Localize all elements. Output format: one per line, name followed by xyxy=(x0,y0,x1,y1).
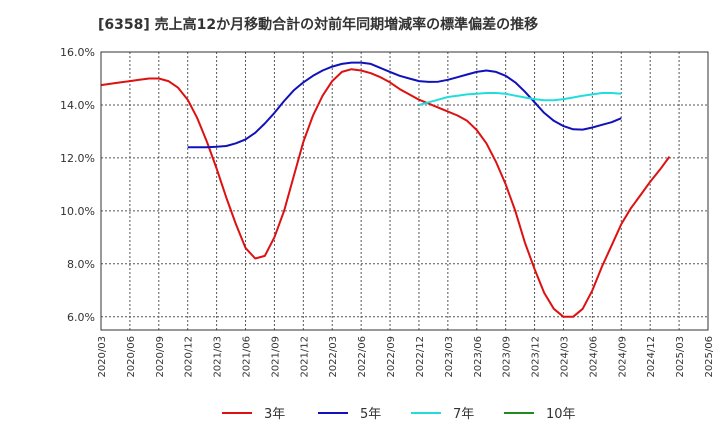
legend-label: 5年 xyxy=(360,407,381,422)
legend: 3年 5年 7年 10年 xyxy=(222,407,576,422)
x-tick-label: 2020/03 xyxy=(97,336,108,378)
legend-label: 3年 xyxy=(264,407,285,422)
y-tick-label: 8.0% xyxy=(67,258,95,271)
x-tick-label: 2020/12 xyxy=(184,336,195,378)
x-axis-ticks: 2020/03 2020/06 2020/09 2020/12 2021/03 2021/… xyxy=(97,336,715,378)
x-tick-label: 2025/06 xyxy=(704,336,715,378)
x-tick-label: 2024/06 xyxy=(588,336,599,378)
series-line xyxy=(100,68,671,318)
plot-area-border xyxy=(100,51,709,331)
x-tick-label: 2022/06 xyxy=(357,336,368,378)
legend-label: 10年 xyxy=(546,407,576,422)
x-tick-label: 2022/12 xyxy=(415,336,426,378)
legend-label: 7年 xyxy=(453,407,474,422)
x-tick-label: 2024/12 xyxy=(646,336,657,378)
x-tick-label: 2023/03 xyxy=(444,336,455,378)
y-tick-label: 16.0% xyxy=(60,46,95,59)
x-tick-label: 2024/03 xyxy=(559,336,570,378)
x-tick-label: 2025/03 xyxy=(675,336,686,378)
x-tick-label: 2023/06 xyxy=(473,336,484,378)
y-tick-label: 10.0% xyxy=(60,205,95,218)
x-tick-label: 2022/09 xyxy=(386,336,397,378)
x-tick-label: 2023/09 xyxy=(502,336,513,378)
x-tick-label: 2021/03 xyxy=(213,336,224,378)
x-tick-label: 2020/06 xyxy=(126,336,137,378)
x-tick-label: 2021/12 xyxy=(299,336,310,378)
chart-title: [6358] 売上高12か月移動合計の対前年同期増減率の標準偏差の推移 xyxy=(98,17,539,33)
x-tick-label: 2021/09 xyxy=(270,336,281,378)
y-tick-label: 6.0% xyxy=(67,311,95,324)
x-tick-label: 2024/09 xyxy=(617,336,628,378)
x-tick-label: 2021/06 xyxy=(242,336,253,378)
y-tick-label: 14.0% xyxy=(60,99,95,112)
x-tick-label: 2023/12 xyxy=(531,336,542,378)
x-tick-label: 2022/03 xyxy=(328,336,339,378)
y-tick-label: 12.0% xyxy=(60,152,95,165)
series-lines xyxy=(100,61,671,318)
series-line xyxy=(187,61,622,149)
y-axis-ticks: 16.0% 14.0% 12.0% 10.0% 8.0% 6.0% xyxy=(60,46,95,324)
series-line xyxy=(418,92,622,106)
x-tick-label: 2020/09 xyxy=(155,336,166,378)
